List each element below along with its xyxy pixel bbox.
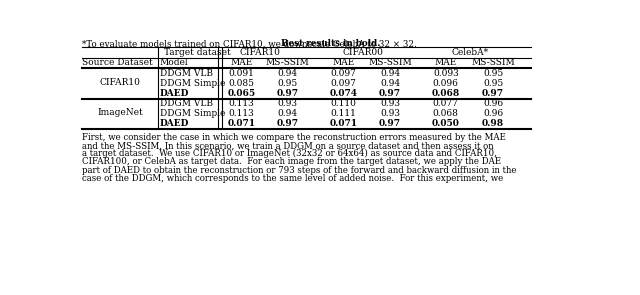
Text: 0.113: 0.113: [228, 99, 254, 108]
Text: Model: Model: [160, 58, 188, 68]
Text: 0.93: 0.93: [380, 99, 400, 108]
Text: MS-SSIM: MS-SSIM: [471, 58, 515, 68]
Text: 0.097: 0.097: [331, 68, 356, 78]
Text: 0.113: 0.113: [228, 109, 254, 117]
Text: a target dataset.  We use CIFAR10 or ImageNet (32x32 or 64x64) as source data an: a target dataset. We use CIFAR10 or Imag…: [81, 149, 497, 158]
Text: 0.096: 0.096: [433, 78, 459, 88]
Text: MS-SSIM: MS-SSIM: [368, 58, 412, 68]
Text: CIFAR00: CIFAR00: [342, 48, 383, 58]
Text: Best results in bold.: Best results in bold.: [281, 39, 380, 48]
Text: 0.96: 0.96: [483, 109, 503, 117]
Text: MAE: MAE: [332, 58, 355, 68]
Text: 0.068: 0.068: [433, 109, 459, 117]
Text: 0.98: 0.98: [482, 119, 504, 127]
Text: 0.97: 0.97: [276, 119, 299, 127]
Text: 0.065: 0.065: [227, 88, 255, 98]
Text: 0.94: 0.94: [278, 109, 298, 117]
Text: CIFAR10: CIFAR10: [100, 78, 141, 87]
Text: *To evaluate models trained on CIFAR10, we downscale CelebA to 32 × 32.: *To evaluate models trained on CIFAR10, …: [81, 39, 422, 48]
Text: CIFAR10: CIFAR10: [239, 48, 280, 58]
Text: case of the DDGM, which corresponds to the same level of added noise.  For this : case of the DDGM, which corresponds to t…: [81, 174, 503, 183]
Text: 0.95: 0.95: [483, 78, 503, 88]
Text: DDGM Simple: DDGM Simple: [160, 109, 225, 117]
Text: Source Dataset: Source Dataset: [81, 58, 152, 68]
Text: 0.074: 0.074: [330, 88, 358, 98]
Text: CelebA*: CelebA*: [451, 48, 488, 58]
Text: 0.097: 0.097: [331, 78, 356, 88]
Text: 0.96: 0.96: [483, 99, 503, 108]
Text: 0.94: 0.94: [278, 68, 298, 78]
Text: 0.068: 0.068: [431, 88, 460, 98]
Text: CIFAR100, or CelebA as target data.  For each image from the target dataset, we : CIFAR100, or CelebA as target data. For …: [81, 158, 500, 166]
Text: 0.071: 0.071: [330, 119, 358, 127]
Text: 0.97: 0.97: [379, 119, 401, 127]
Text: 0.085: 0.085: [228, 78, 254, 88]
Text: ImageNet: ImageNet: [97, 108, 143, 117]
Text: 0.077: 0.077: [433, 99, 459, 108]
Text: DDGM Simple: DDGM Simple: [160, 78, 225, 88]
Text: MAE: MAE: [230, 58, 252, 68]
Text: 0.94: 0.94: [380, 78, 400, 88]
Text: 0.091: 0.091: [228, 68, 254, 78]
Text: DDGM VLB: DDGM VLB: [160, 99, 213, 108]
Text: 0.93: 0.93: [380, 109, 400, 117]
Text: Target dataset: Target dataset: [164, 48, 230, 58]
Text: 0.97: 0.97: [482, 88, 504, 98]
Text: 0.110: 0.110: [331, 99, 356, 108]
Text: 0.050: 0.050: [432, 119, 460, 127]
Text: 0.94: 0.94: [380, 68, 400, 78]
Text: 0.111: 0.111: [331, 109, 356, 117]
Text: DAED: DAED: [160, 88, 189, 98]
Text: 0.071: 0.071: [227, 119, 255, 127]
Text: 0.95: 0.95: [278, 78, 298, 88]
Text: MS-SSIM: MS-SSIM: [266, 58, 310, 68]
Text: DAED: DAED: [160, 119, 189, 127]
Text: 0.093: 0.093: [433, 68, 459, 78]
Text: 0.97: 0.97: [276, 88, 299, 98]
Text: and the MS-SSIM. In this scenario, we train a DDGM on a source dataset and then : and the MS-SSIM. In this scenario, we tr…: [81, 141, 493, 150]
Text: part of DAED to obtain the reconstruction or 793 steps of the forward and backwa: part of DAED to obtain the reconstructio…: [81, 165, 516, 175]
Text: DDGM VLB: DDGM VLB: [160, 68, 213, 78]
Text: First, we consider the case in which we compare the reconstruction errors measur: First, we consider the case in which we …: [81, 133, 506, 142]
Text: 0.97: 0.97: [379, 88, 401, 98]
Text: MAE: MAE: [435, 58, 457, 68]
Text: 0.93: 0.93: [278, 99, 298, 108]
Text: 0.95: 0.95: [483, 68, 503, 78]
